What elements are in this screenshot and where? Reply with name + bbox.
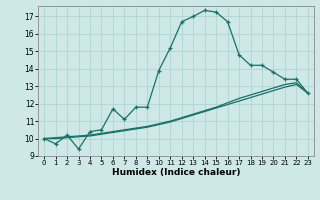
X-axis label: Humidex (Indice chaleur): Humidex (Indice chaleur): [112, 168, 240, 177]
